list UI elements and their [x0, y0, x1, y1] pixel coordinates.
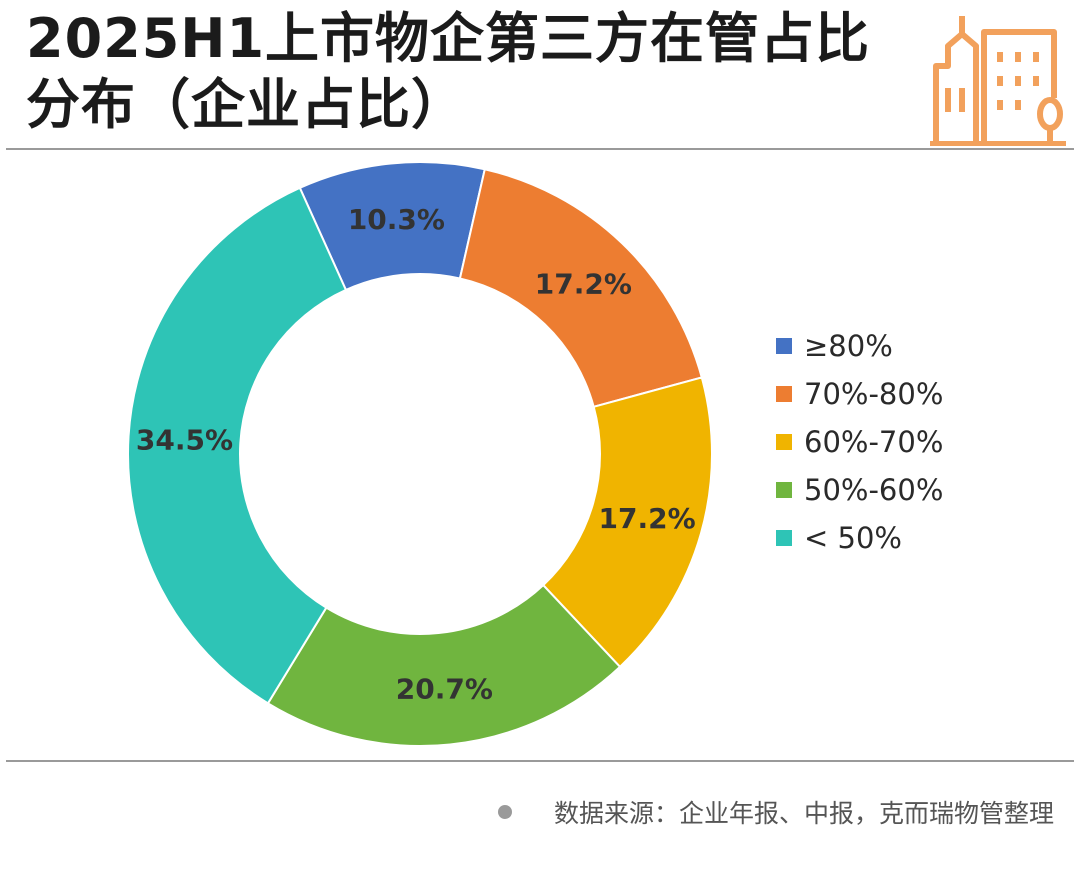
donut-slice [458, 168, 704, 409]
legend-label: ≥80% [804, 329, 893, 363]
title-divider [6, 148, 1074, 150]
legend-label: 50%-60% [804, 473, 944, 507]
legend-item: ≥80% [776, 322, 1056, 370]
slice-value-label: 17.2% [535, 268, 632, 301]
legend-swatch [776, 434, 792, 450]
chart-title: 2025H1上市物企第三方在管占比分布（企业占比） [26, 7, 871, 136]
slice-value-label: 34.5% [136, 423, 233, 456]
legend-item: 50%-60% [776, 466, 1056, 514]
slice-value-label: 10.3% [348, 203, 445, 236]
legend-item: 60%-70% [776, 418, 1056, 466]
legend-label: < 50% [804, 521, 902, 555]
legend-swatch [776, 386, 792, 402]
legend-swatch [776, 530, 792, 546]
legend-swatch [776, 338, 792, 354]
legend-item: 70%-80% [776, 370, 1056, 418]
source-note: 数据来源：企业年报、中报，克而瑞物管整理 [497, 794, 1054, 830]
source-text: 数据来源：企业年报、中报，克而瑞物管整理 [553, 799, 1054, 828]
slice-value-label: 17.2% [599, 502, 696, 535]
bullet-dot-icon [497, 805, 512, 819]
legend-label: 60%-70% [804, 425, 944, 459]
legend-label: 70%-80% [804, 377, 944, 411]
donut-chart: 10.3% 17.2% 17.2% 20.7% 34.5% [127, 161, 713, 747]
legend-item: < 50% [776, 514, 1056, 562]
city-buildings-icon [930, 16, 1066, 146]
legend-swatch [776, 482, 792, 498]
donut-slice [266, 583, 622, 747]
footer-divider [6, 760, 1074, 762]
slice-value-label: 20.7% [396, 673, 493, 706]
chart-legend: ≥80% 70%-80% 60%-70% 50%-60% < 50% [776, 322, 1056, 562]
donut-slice [127, 186, 348, 705]
donut-slice [541, 376, 713, 669]
